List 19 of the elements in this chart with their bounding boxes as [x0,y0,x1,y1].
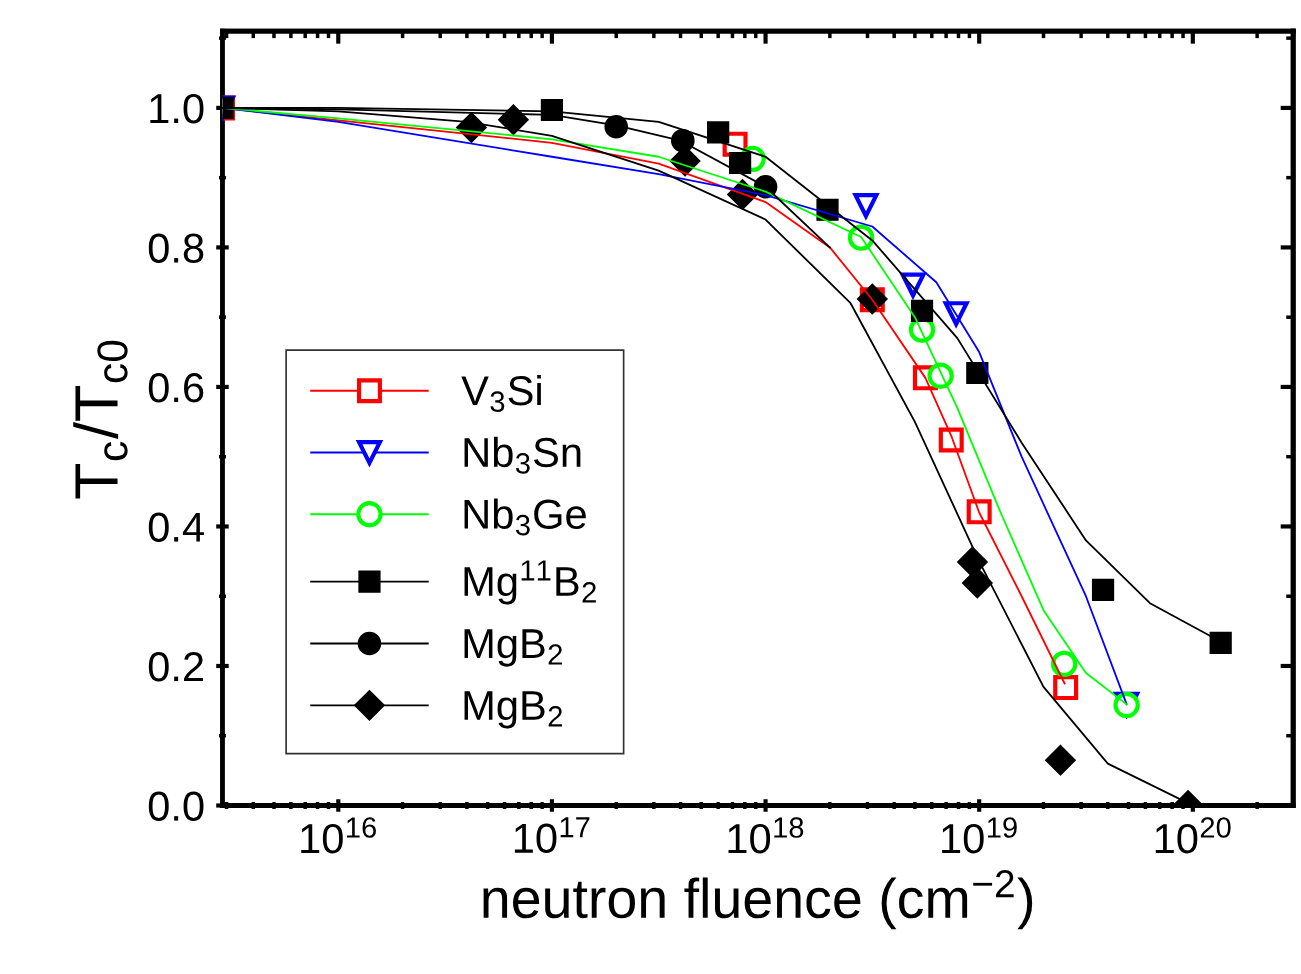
legend-label: MgB$_{2}$ [464,691,562,729]
legend-label: MgB$_{2}$ [464,629,562,667]
y-tick-label: 0.2 [148,651,204,682]
y-tick-label: 1.0 [150,93,204,124]
y-tick-label: 0.8 [148,233,204,263]
x-tick-label: 10$^{19}$ [942,817,1017,854]
legend-label: Nb$_{3}$Sn [464,436,581,474]
y-tick-label: 0.6 [148,372,204,403]
y-tick-label: 0.4 [148,512,204,542]
legend-label: Nb$_{3}$Ge [464,498,586,536]
y-axis-title: T$_{c}$/T$_{c0}$ [73,340,128,499]
y-tick-label: 0.0 [148,791,204,822]
legend-label: V$_{3}$Si [461,374,541,412]
x-tick-label: 10$^{18}$ [728,817,804,854]
x-tick-label: 10$^{17}$ [514,817,590,854]
x-tick-label: 10$^{16}$ [301,817,376,854]
legend-label: Mg$^{11}$B$_{2}$ [464,560,596,605]
x-tick-label: 10$^{20}$ [1155,817,1231,854]
x-axis-title: neutron fluence (cm$^{−2}$) [483,870,1033,930]
